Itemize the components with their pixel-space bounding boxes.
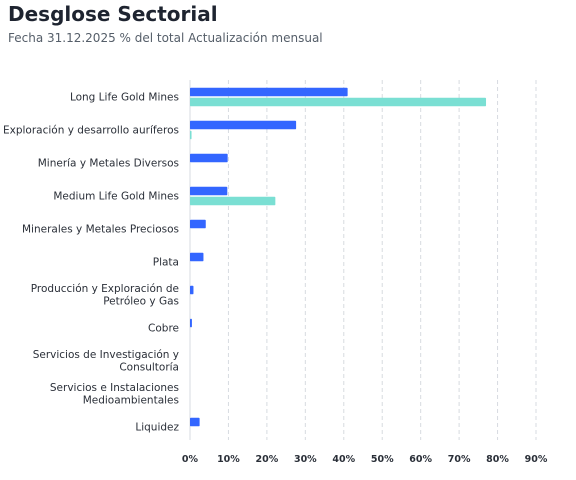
category-label: Servicios e Instalaciones	[50, 382, 179, 394]
bar-series-1	[190, 252, 204, 262]
category-label: Minería y Metales Diversos	[38, 157, 179, 169]
category-label: Producción y Exploración de	[31, 283, 179, 295]
bar-series-2	[190, 130, 192, 140]
category-label: Long Life Gold Mines	[70, 91, 179, 103]
bar-series-2	[190, 196, 276, 206]
category-label: Consultoría	[119, 362, 179, 374]
bar-series-1	[190, 417, 200, 427]
category-label: Plata	[153, 256, 179, 268]
bar-series-1	[190, 153, 228, 163]
x-tick-label: 10%	[217, 454, 240, 465]
x-tick-label: 40%	[332, 454, 355, 465]
page-subtitle: Fecha 31.12.2025 % del total Actualizaci…	[8, 31, 323, 45]
x-tick-label: 50%	[371, 454, 394, 465]
category-label: Medioambientales	[83, 395, 179, 407]
x-tick-label: 60%	[409, 454, 432, 465]
page-title: Desglose Sectorial	[8, 2, 218, 26]
x-tick-label: 90%	[525, 454, 548, 465]
bar-series-1	[190, 120, 297, 130]
bar-series-1	[190, 219, 206, 229]
x-tick-label: 30%	[294, 454, 317, 465]
bar-series-2	[190, 97, 487, 107]
category-label: Medium Life Gold Mines	[53, 190, 179, 202]
bar-series-1	[190, 186, 228, 196]
bar-series-1	[190, 285, 194, 295]
bar-series-1	[190, 87, 348, 97]
x-tick-label: 0%	[182, 454, 199, 465]
category-label: Liquidez	[135, 421, 179, 433]
x-tick-label: 20%	[256, 454, 279, 465]
category-label: Minerales y Metales Preciosos	[22, 223, 179, 235]
category-label: Cobre	[148, 322, 179, 334]
bar-series-1	[190, 318, 192, 328]
x-tick-label: 80%	[486, 454, 509, 465]
x-tick-label: 70%	[448, 454, 471, 465]
category-label: Petróleo y Gas	[103, 296, 179, 308]
category-label: Servicios de Investigación y	[33, 349, 179, 361]
category-label: Exploración y desarrollo auríferos	[3, 124, 179, 136]
